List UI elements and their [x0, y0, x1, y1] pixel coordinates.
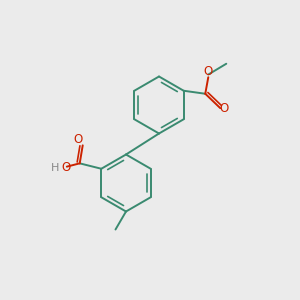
Text: O: O [219, 102, 229, 115]
Text: H: H [51, 163, 60, 173]
Text: O: O [74, 134, 83, 146]
Text: O: O [204, 65, 213, 78]
Text: O: O [61, 161, 70, 174]
